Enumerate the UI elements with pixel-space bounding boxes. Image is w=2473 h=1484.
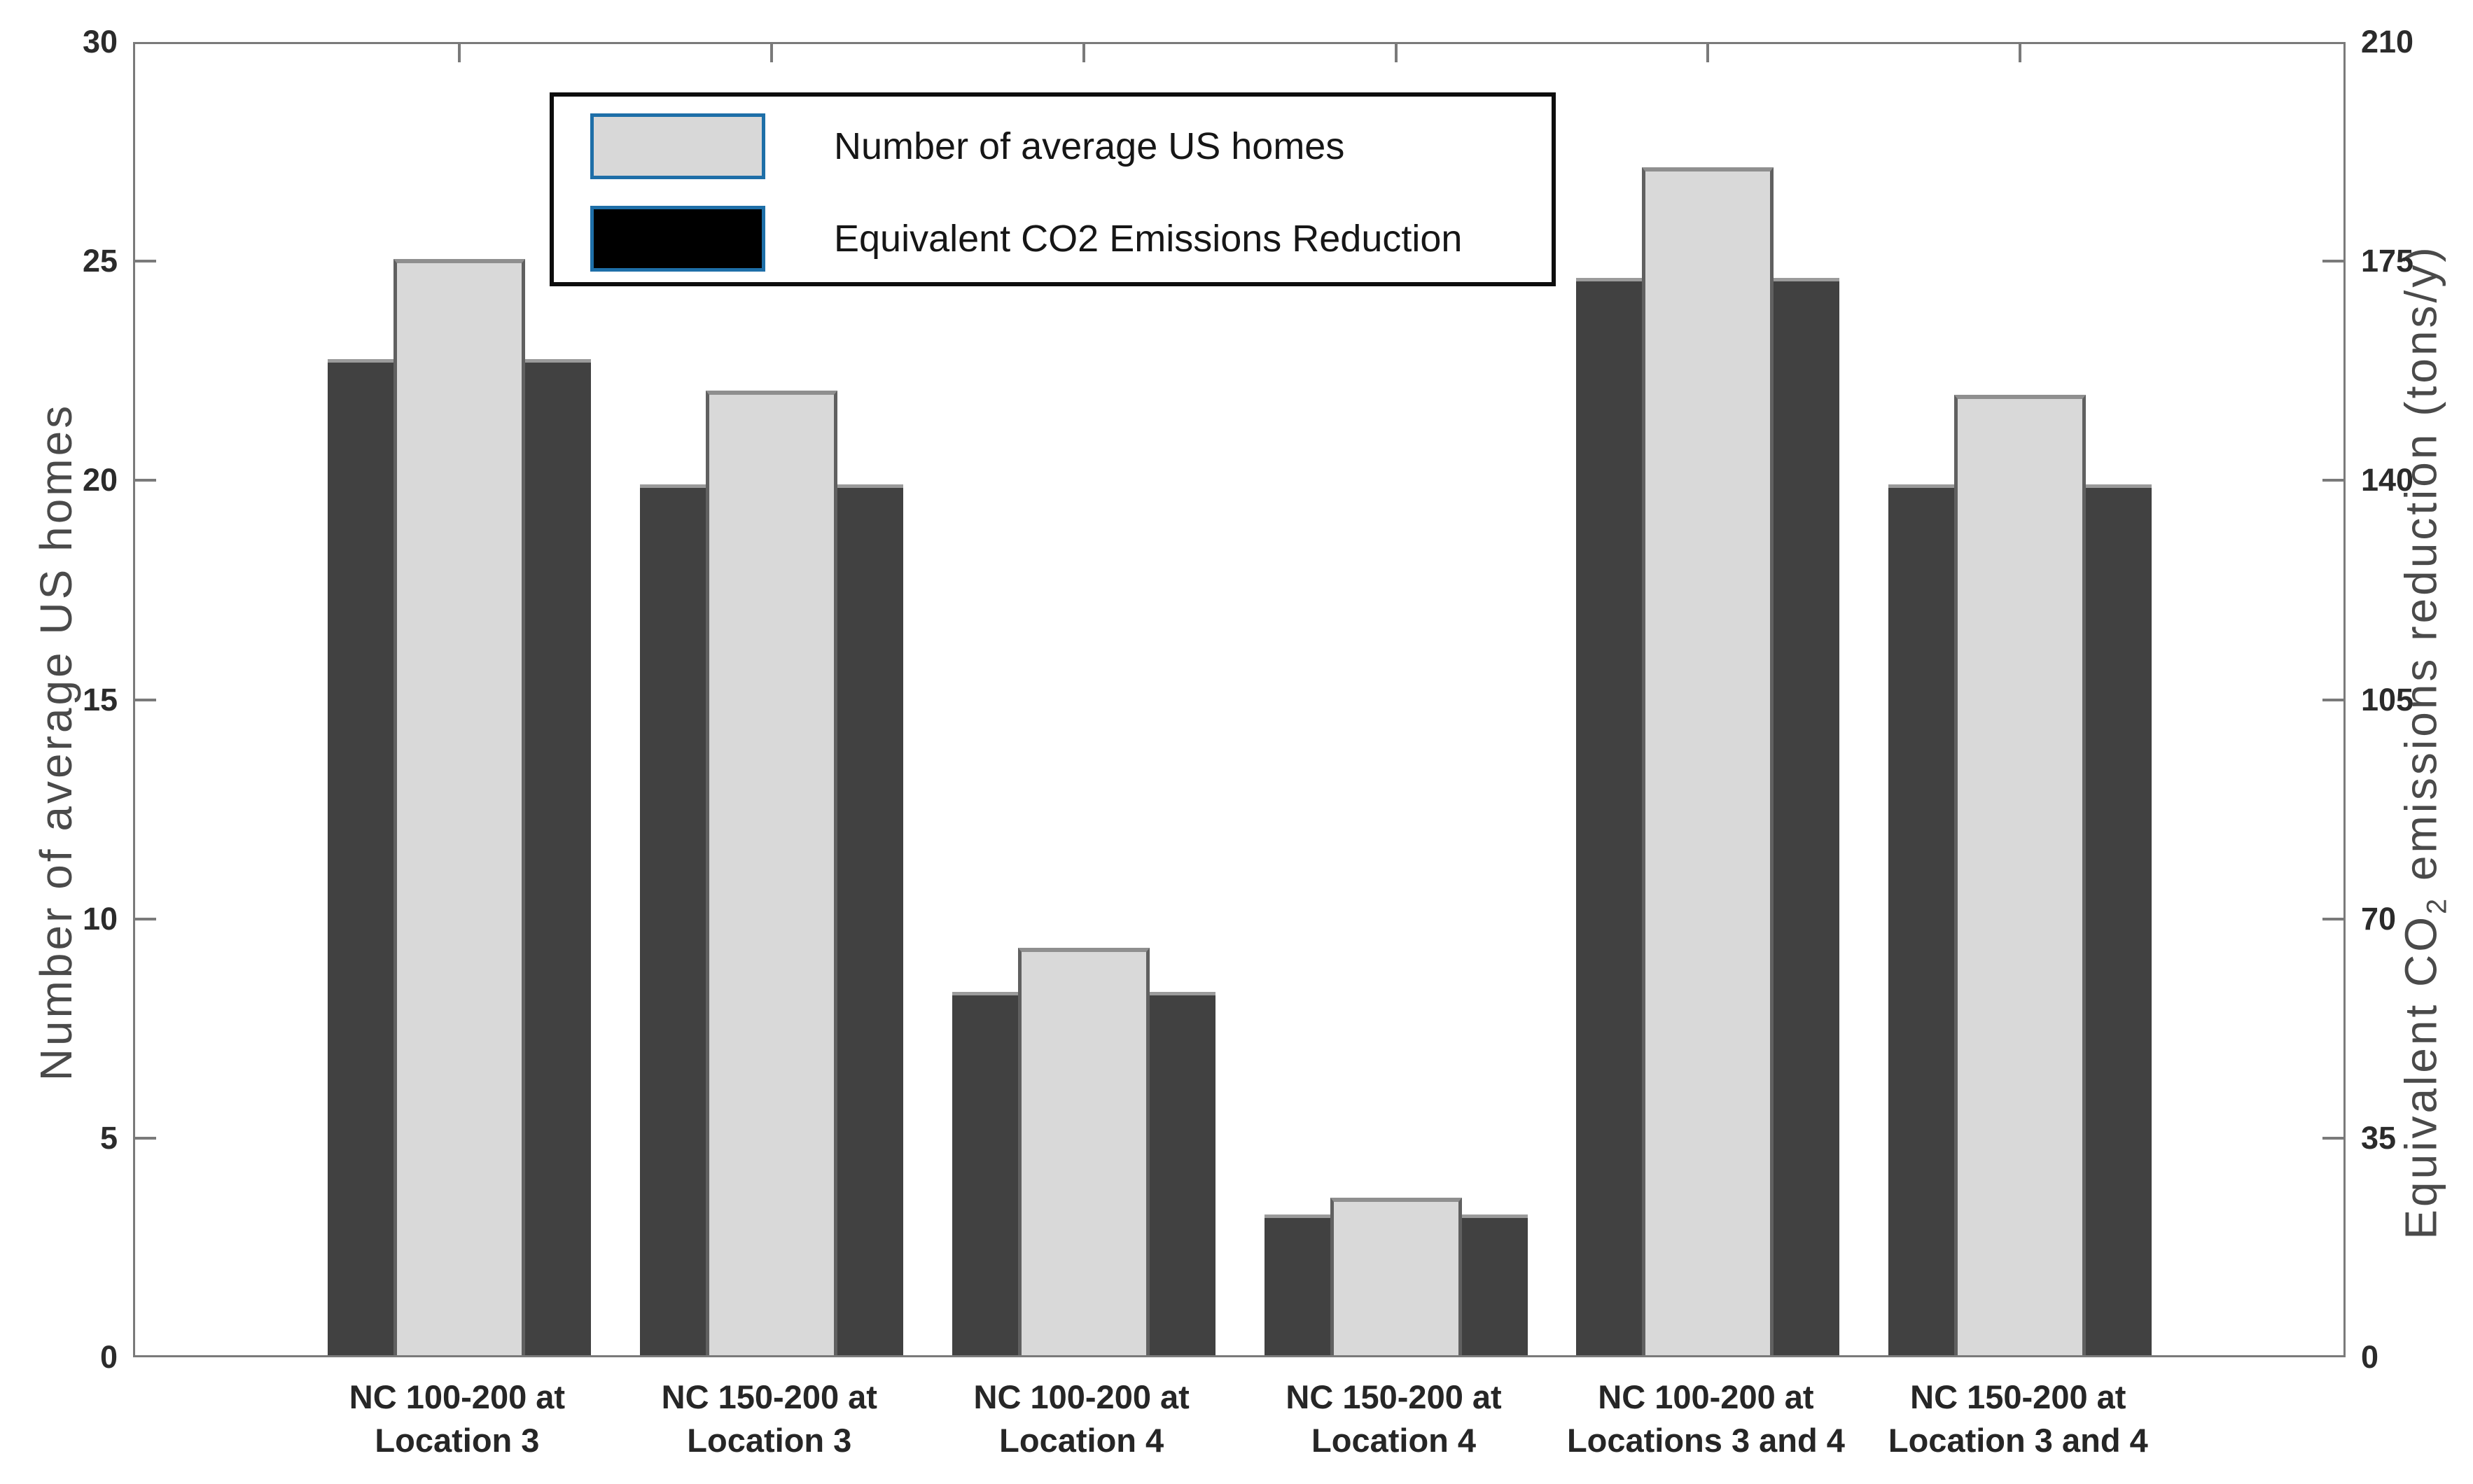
x-category-label-2: NC 150-200 at Location 3 <box>580 1376 959 1462</box>
right-tick-mark <box>2322 479 2343 482</box>
right-tick-mark <box>2322 260 2343 263</box>
left-tick-mark <box>135 917 156 920</box>
legend-swatch-light <box>590 113 765 179</box>
x-category-label-line: NC 100-200 at <box>349 1378 566 1415</box>
bar-homes-group-3 <box>1017 947 1150 1355</box>
bar-homes-group-5 <box>1642 167 1774 1355</box>
left-tick-label-20: 20 <box>82 462 118 498</box>
x-category-label-3: NC 100-200 at Location 4 <box>893 1376 1271 1462</box>
x-category-label-line: Location 3 <box>375 1422 540 1460</box>
legend-label-homes: Number of average US homes <box>834 125 1345 167</box>
bar-homes-group-1 <box>393 259 525 1355</box>
top-tick-mark <box>1082 44 1085 62</box>
top-tick-mark <box>457 44 461 62</box>
x-category-label-line: Location 3 and 4 <box>1888 1422 2148 1460</box>
x-category-label-6: NC 150-200 at Location 3 and 4 <box>1829 1376 2207 1462</box>
top-tick-mark <box>1706 44 1710 62</box>
left-tick-mark <box>135 260 156 263</box>
left-tick-mark <box>135 1136 156 1140</box>
x-category-label-line: NC 150-200 at <box>1910 1378 2126 1415</box>
legend-label-co2: Equivalent CO2 Emissions Reduction <box>834 218 1463 260</box>
right-tick-label-105: 105 <box>2361 681 2414 718</box>
right-tick-mark <box>2322 1136 2343 1140</box>
right-axis-tick-labels: 0 35 70 105 140 175 210 <box>2361 24 2473 1375</box>
right-tick-label-0: 0 <box>2361 1339 2379 1375</box>
top-tick-mark <box>1394 44 1398 62</box>
left-tick-mark <box>135 479 156 482</box>
left-tick-label-30: 30 <box>82 24 118 59</box>
right-tick-label-210: 210 <box>2361 24 2414 59</box>
x-category-label-line: NC 100-200 at <box>973 1378 1190 1415</box>
left-tick-label-15: 15 <box>82 681 118 718</box>
bar-homes-group-2 <box>705 391 837 1355</box>
legend-swatch-dark <box>590 206 765 272</box>
x-category-label-5: NC 100-200 at Locations 3 and 4 <box>1517 1376 1895 1462</box>
left-tick-mark <box>135 698 156 701</box>
x-category-label-line: NC 150-200 at <box>661 1378 877 1415</box>
x-category-label-1: NC 100-200 at Location 3 <box>268 1376 646 1462</box>
top-tick-mark <box>2019 44 2022 62</box>
x-category-label-4: NC 150-200 at Location 4 <box>1205 1376 1583 1462</box>
x-category-label-line: NC 150-200 at <box>1286 1378 1502 1415</box>
right-tick-label-35: 35 <box>2361 1119 2397 1156</box>
right-tick-label-175: 175 <box>2361 243 2414 279</box>
x-category-label-line: Location 3 <box>687 1422 852 1460</box>
bar-homes-group-4 <box>1330 1197 1462 1355</box>
left-axis-tick-labels: 0 5 10 15 20 25 30 <box>0 24 118 1375</box>
x-category-label-line: Location 4 <box>1311 1422 1477 1460</box>
x-category-label-line: Locations 3 and 4 <box>1566 1422 1845 1460</box>
left-tick-label-25: 25 <box>82 243 118 279</box>
bar-homes-group-6 <box>1954 395 2087 1355</box>
legend-item-co2: Equivalent CO2 Emissions Reduction <box>554 206 1552 276</box>
left-tick-label-0: 0 <box>99 1339 118 1375</box>
x-category-label-line: Location 4 <box>999 1422 1164 1460</box>
right-tick-label-140: 140 <box>2361 462 2414 498</box>
left-tick-label-5: 5 <box>99 1119 118 1156</box>
left-tick-label-10: 10 <box>82 900 118 937</box>
legend-item-homes: Number of average US homes <box>554 113 1552 183</box>
x-category-label-line: NC 100-200 at <box>1598 1378 1814 1415</box>
right-tick-label-70: 70 <box>2361 900 2397 937</box>
legend-box: Number of average US homes Equivalent CO… <box>550 92 1556 286</box>
top-tick-mark <box>769 44 773 62</box>
right-tick-mark <box>2322 917 2343 920</box>
right-tick-mark <box>2322 698 2343 701</box>
